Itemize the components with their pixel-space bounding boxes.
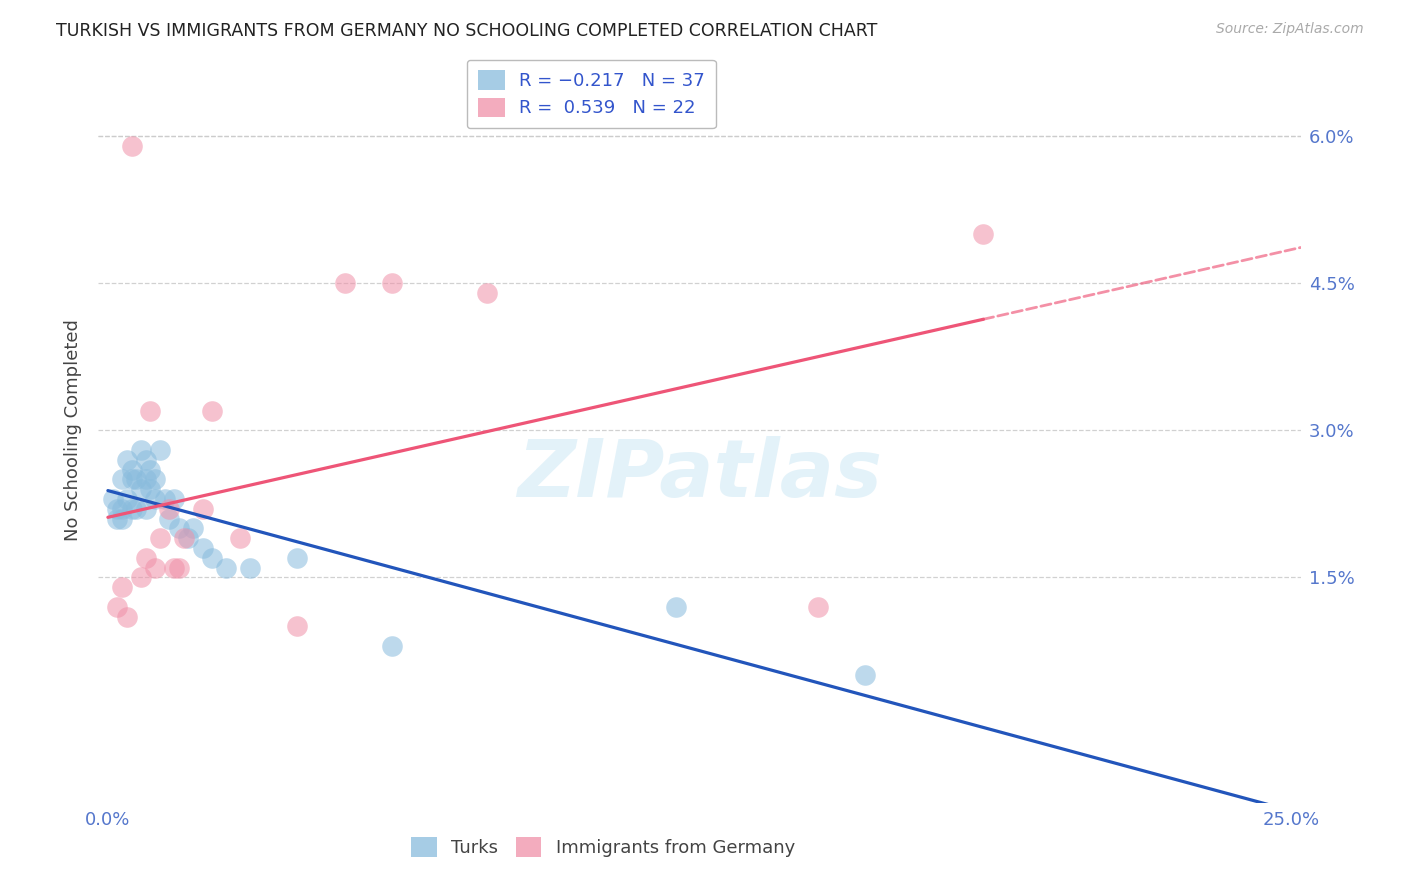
Point: [135, 472, 157, 486]
Point: [121, 139, 143, 153]
Point: [149, 531, 172, 545]
Point: [149, 442, 172, 457]
Point: [125, 472, 148, 486]
Point: [157, 501, 180, 516]
Point: [121, 472, 143, 486]
Point: [181, 521, 204, 535]
Text: Source: ZipAtlas.com: Source: ZipAtlas.com: [1216, 22, 1364, 37]
Point: [177, 531, 200, 545]
Point: [139, 462, 162, 476]
Point: [157, 511, 180, 525]
Point: [129, 570, 152, 584]
Point: [201, 550, 224, 565]
Text: TURKISH VS IMMIGRANTS FROM GERMANY NO SCHOOLING COMPLETED CORRELATION CHART: TURKISH VS IMMIGRANTS FROM GERMANY NO SC…: [56, 22, 877, 40]
Point: [191, 541, 214, 555]
Point: [333, 277, 356, 291]
Point: [111, 580, 134, 594]
Point: [163, 491, 186, 506]
Text: ZIPatlas: ZIPatlas: [517, 436, 882, 514]
Point: [381, 639, 404, 653]
Point: [807, 599, 830, 614]
Point: [125, 501, 148, 516]
Point: [135, 452, 157, 467]
Point: [129, 482, 152, 496]
Point: [381, 277, 404, 291]
Point: [101, 491, 124, 506]
Point: [139, 482, 162, 496]
Point: [239, 560, 262, 574]
Point: [115, 609, 138, 624]
Point: [115, 491, 138, 506]
Point: [105, 599, 128, 614]
Point: [129, 442, 152, 457]
Point: [229, 531, 252, 545]
Point: [111, 501, 134, 516]
Point: [475, 286, 498, 301]
Point: [167, 521, 190, 535]
Point: [143, 472, 166, 486]
Point: [115, 452, 138, 467]
Point: [285, 550, 308, 565]
Point: [135, 550, 157, 565]
Point: [135, 501, 157, 516]
Point: [111, 511, 134, 525]
Point: [853, 668, 876, 682]
Point: [143, 491, 166, 506]
Point: [163, 560, 186, 574]
Point: [111, 472, 134, 486]
Point: [167, 560, 190, 574]
Point: [201, 404, 224, 418]
Point: [665, 599, 688, 614]
Point: [153, 491, 176, 506]
Point: [121, 462, 143, 476]
Point: [139, 404, 162, 418]
Point: [173, 531, 195, 545]
Point: [191, 501, 214, 516]
Point: [121, 501, 143, 516]
Point: [143, 560, 166, 574]
Y-axis label: No Schooling Completed: No Schooling Completed: [65, 319, 83, 541]
Point: [105, 501, 128, 516]
Point: [285, 619, 308, 633]
Point: [105, 511, 128, 525]
Point: [215, 560, 238, 574]
Point: [972, 227, 994, 242]
Legend: Turks, Immigrants from Germany: Turks, Immigrants from Germany: [404, 830, 803, 864]
